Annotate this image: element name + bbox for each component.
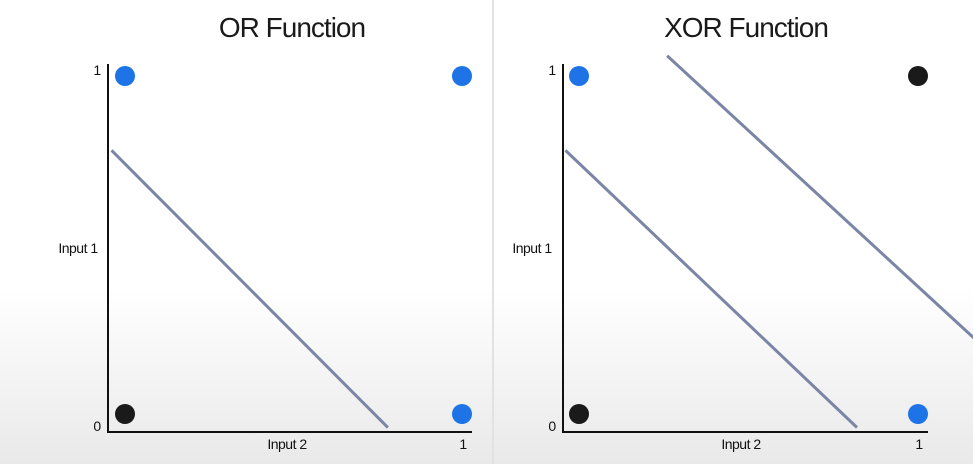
decision-boundary-line-1 <box>110 149 389 429</box>
data-points <box>115 66 472 424</box>
y-axis-label: Input 1 <box>58 240 98 256</box>
origin-tick-label: 0 <box>93 418 101 434</box>
data-point-negative-3 <box>569 404 589 424</box>
x-tick-label-max: 1 <box>459 436 467 452</box>
data-point-positive-2 <box>452 66 472 86</box>
or-function-chart: OR Function 1 0 1 Input 1 Input 2 <box>58 12 472 452</box>
y-axis-label: Input 1 <box>512 240 552 256</box>
chart-title: XOR Function <box>664 12 828 43</box>
x-tick-label-max: 1 <box>915 436 923 452</box>
data-point-negative-3 <box>115 404 135 424</box>
data-points <box>569 66 928 424</box>
origin-tick-label: 0 <box>548 418 556 434</box>
y-tick-label-max: 1 <box>548 62 556 78</box>
x-axis-label: Input 2 <box>267 436 307 452</box>
x-axis-label: Input 2 <box>721 436 761 452</box>
data-point-positive-4 <box>452 404 472 424</box>
data-point-positive-4 <box>908 404 928 424</box>
decision-boundaries <box>110 149 389 429</box>
data-point-positive-1 <box>569 66 589 86</box>
y-tick-label-max: 1 <box>93 62 101 78</box>
xor-function-chart: XOR Function 1 0 1 Input 1 Input 2 <box>512 12 973 452</box>
data-point-negative-2 <box>908 66 928 86</box>
decision-boundary-line-2 <box>666 54 973 340</box>
data-point-positive-1 <box>115 66 135 86</box>
decision-boundary-line-1 <box>564 149 859 429</box>
decision-boundaries <box>564 54 973 429</box>
chart-title: OR Function <box>219 12 365 43</box>
